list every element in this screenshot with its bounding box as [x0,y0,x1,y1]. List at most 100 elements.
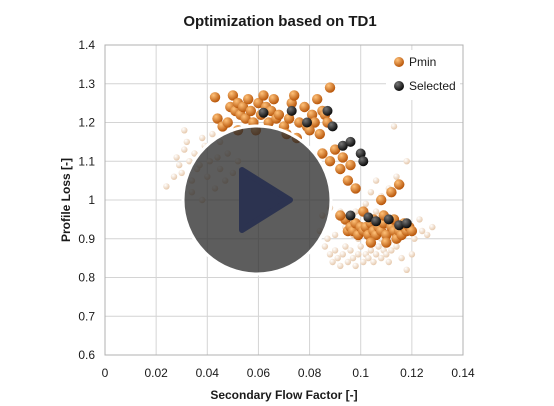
pmin-point [406,225,418,237]
pmin-point [273,109,285,121]
background-point [331,247,339,254]
selected-point [345,136,356,147]
background-point [349,254,357,262]
y-axis-label: Profile Loss [-] [59,158,73,242]
pmin-point [345,159,356,171]
background-point [383,251,390,258]
x-tick-label: 0 [102,366,109,380]
y-tick-label: 0.6 [78,348,95,362]
pmin-point [381,229,392,241]
selected-point [337,140,348,151]
pmin-point [324,156,336,167]
selected-point [394,220,405,231]
pmin-point [335,210,346,221]
video-play-button[interactable] [181,124,333,276]
pmin-point [314,128,325,140]
y-tick-label: 0.7 [78,309,95,323]
selected-point [355,148,366,159]
background-point [329,258,336,266]
background-point [183,138,190,146]
selected-point [363,212,374,223]
pmin-point [304,125,315,136]
background-point [191,150,198,157]
pmin-point [266,105,277,117]
background-point [347,247,354,254]
x-tick-label: 0.12 [400,366,424,380]
background-point [362,200,369,208]
x-tick-label: 0.08 [298,366,322,380]
background-point [393,173,400,180]
background-point [163,183,170,190]
pmin-point [240,113,251,124]
background-point [367,247,375,254]
pmin-point [258,90,269,101]
background-point [337,262,344,270]
pmin-point [253,97,264,109]
background-point [388,247,395,254]
pmin-point [268,94,279,105]
background-point [372,251,380,258]
background-point [393,243,400,250]
pmin-point [317,148,328,159]
background-point [178,169,185,177]
y-tick-label: 1 [88,193,95,207]
background-point [342,243,349,250]
selected-point [383,214,394,225]
play-icon[interactable] [239,167,293,233]
legend-marker-selected [394,81,404,91]
pmin-point [309,117,320,128]
background-point [181,146,188,153]
background-point [176,161,183,169]
background-point [173,154,180,161]
series-1 [209,82,418,248]
pmin-point [335,163,346,175]
selected-point [302,117,312,128]
selected-point [371,216,382,227]
background-point [321,243,329,250]
background-point [378,254,385,262]
background-point [372,177,380,184]
background-point [331,231,339,239]
background-point [334,254,341,262]
x-axis-label: Secondary Flow Factor [-] [210,388,357,402]
data-points [163,82,436,273]
background-point [355,251,362,258]
y-tick-label: 0.8 [78,271,95,285]
background-point [429,223,436,231]
pmin-point [386,187,397,198]
y-tick-label: 1.2 [78,116,95,130]
background-point [360,258,367,266]
pmin-point [299,101,310,113]
x-tick-label: 0.1 [352,366,369,380]
chart-title: Optimization based on TD1 [183,13,376,30]
background-point [418,227,426,235]
x-tick-label: 0.02 [144,366,168,380]
pmin-point [312,94,323,105]
legend: Pmin Selected [386,50,460,100]
background-point [390,123,398,130]
selected-point [401,218,412,229]
pmin-point [376,194,387,206]
pmin-point [212,113,223,124]
pmin-point [365,237,377,248]
y-axis-ticks: 0.6 0.7 0.8 0.9 1 1.1 1.2 1.3 1.4 [78,38,95,362]
selected-point [358,156,369,167]
background-point [357,243,364,250]
selected-point [345,210,356,221]
background-point [367,189,375,196]
legend-marker-pmin [394,57,404,67]
selected-point [258,107,269,118]
background-point [186,158,193,165]
background-point [170,173,178,180]
pmin-point [342,175,354,186]
x-tick-label: 0.06 [247,366,271,380]
pmin-point [222,117,233,128]
background-point [199,134,206,142]
background-point [411,235,418,242]
pmin-point [381,237,392,248]
background-point [416,216,423,223]
background-point [326,251,334,258]
pmin-point [209,92,221,103]
pmin-point [289,90,300,101]
